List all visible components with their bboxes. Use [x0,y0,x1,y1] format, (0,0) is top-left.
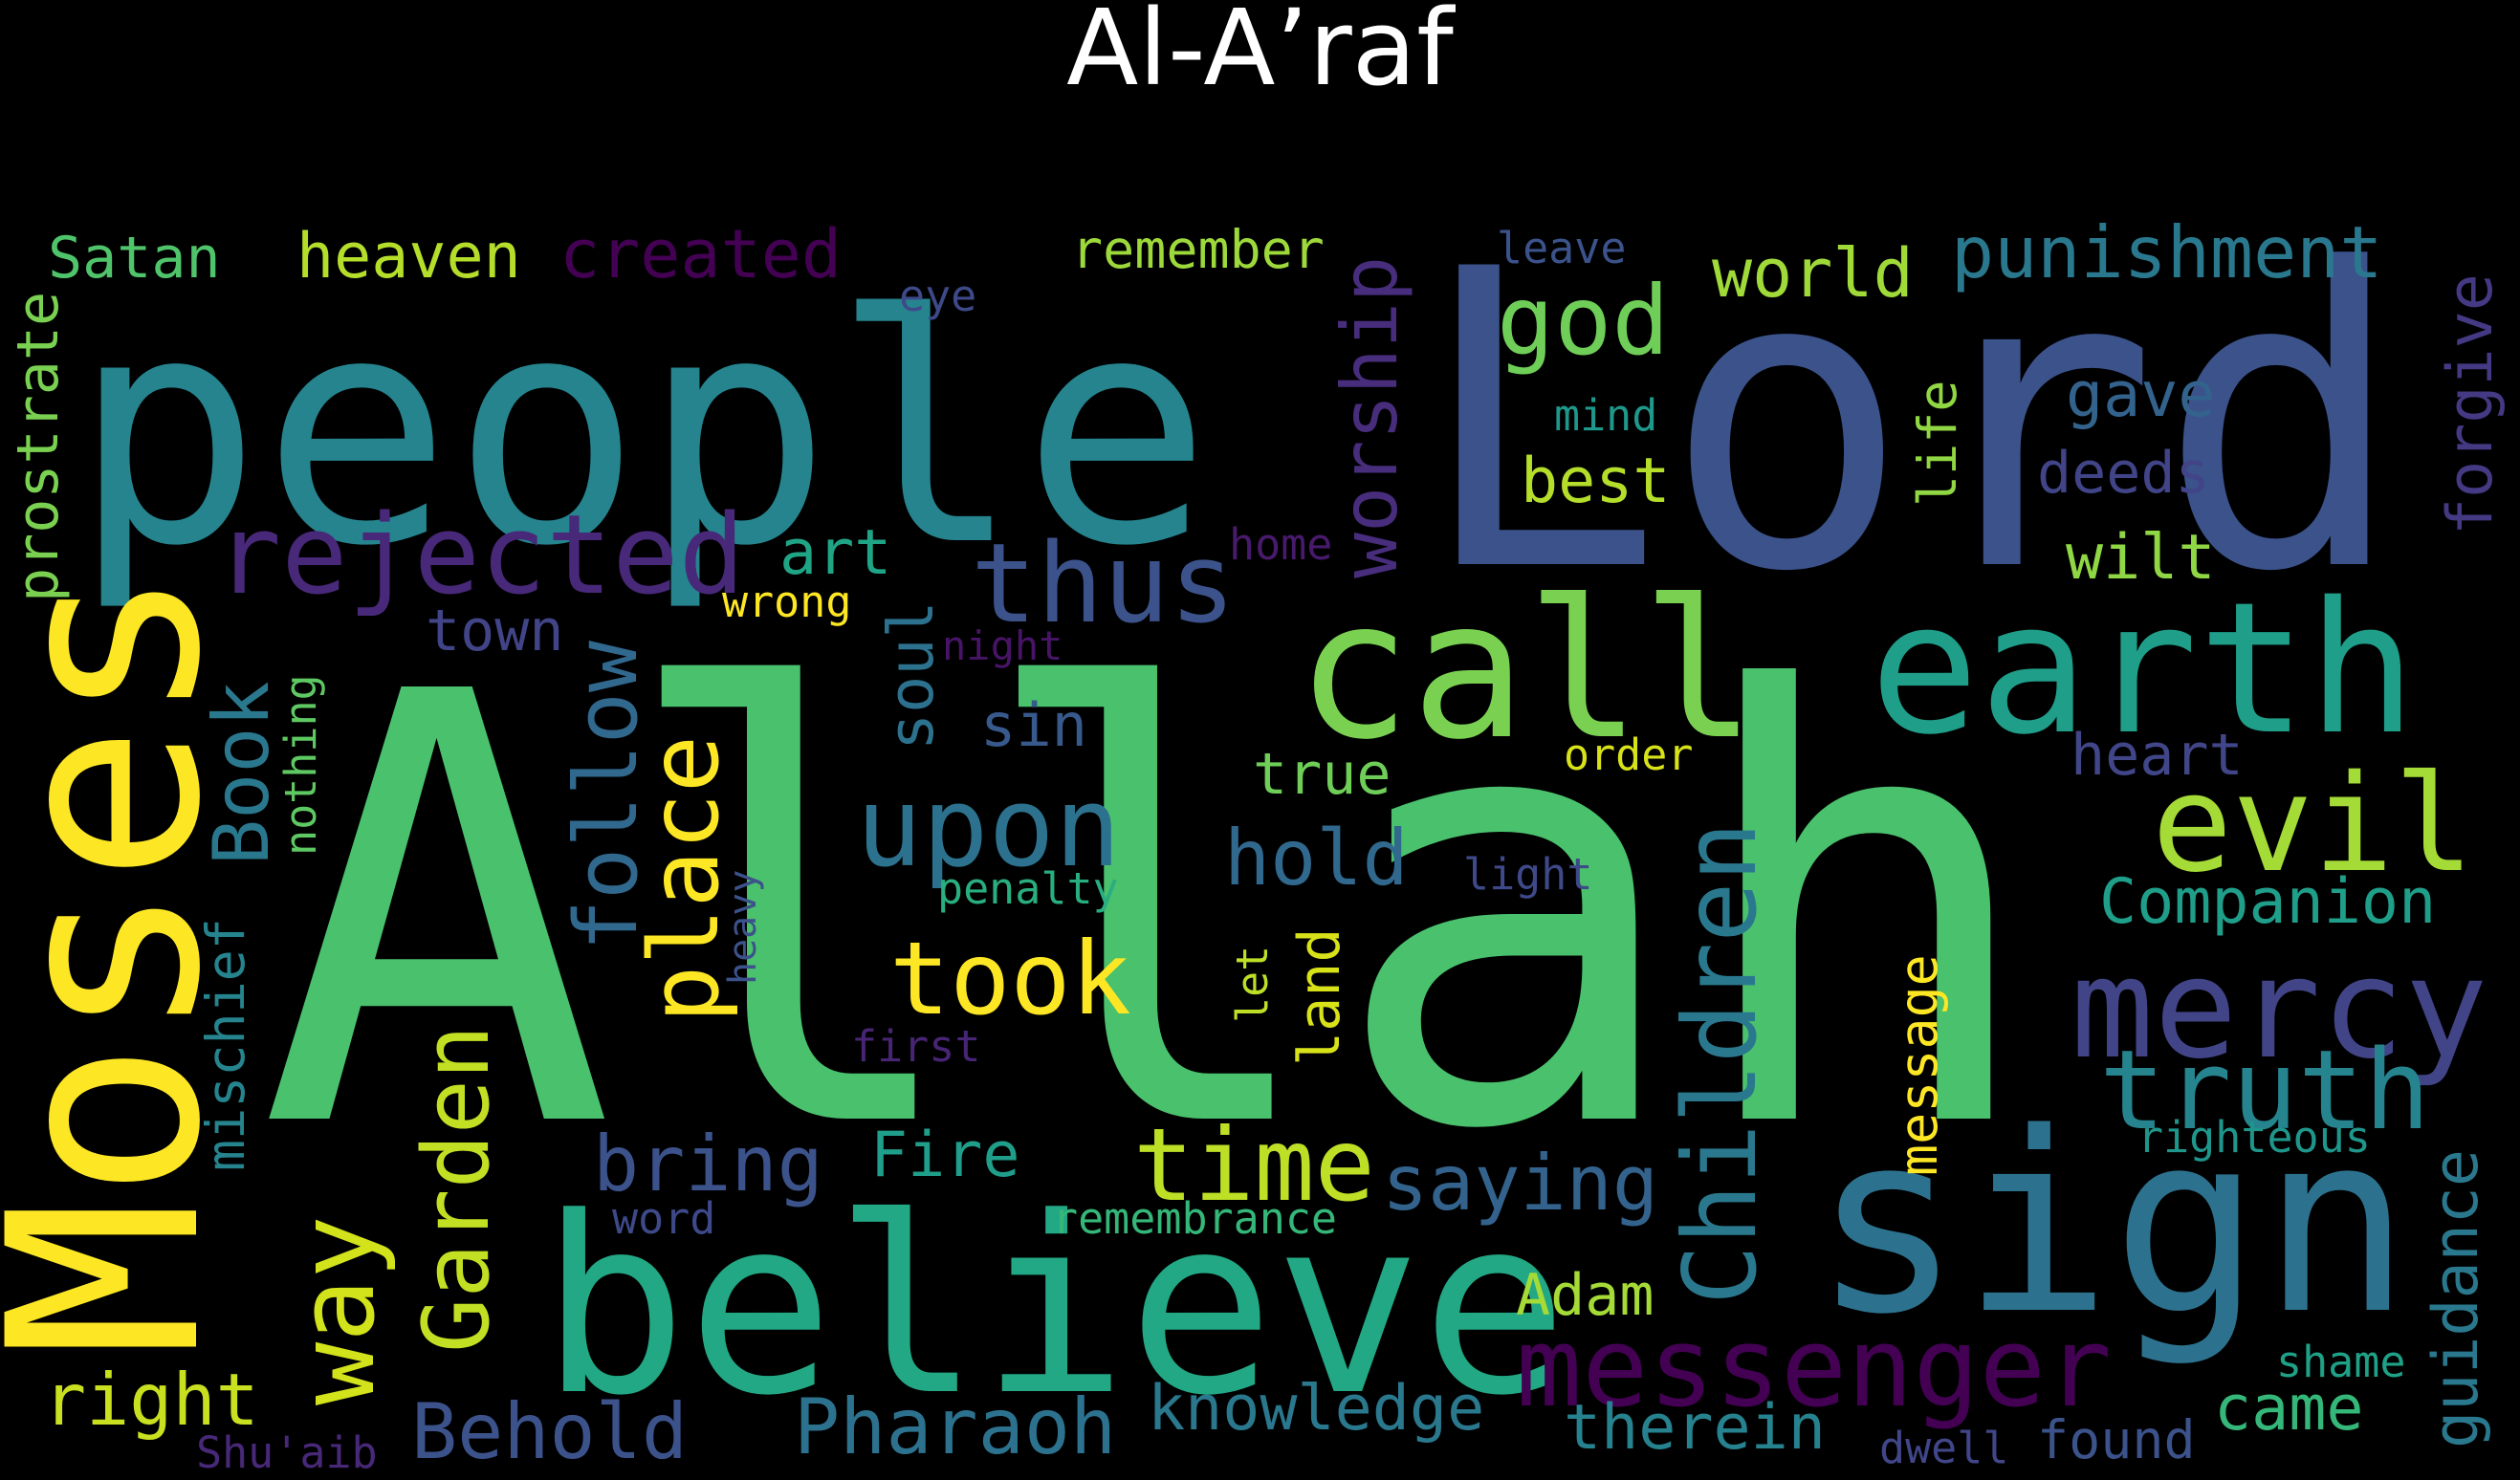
word-gave: gave [2066,359,2216,431]
word-penalty: penalty [937,863,1119,914]
word-guidance: guidance [2421,1149,2492,1448]
word-rejected: rejected [215,491,745,620]
word-created: created [559,215,842,294]
word-life: life [1907,381,1968,507]
word-came: came [2214,1373,2364,1445]
word-heaven: heaven [296,221,521,293]
word-way: way [275,1215,398,1405]
word-nothing: nothing [275,674,326,856]
word-remember: remember [1071,219,1325,280]
word-hold: hold [1224,814,1409,903]
chart-title: Al-A’raf [1066,0,1454,109]
word-god: god [1497,265,1670,377]
word-adam: Adam [1516,1262,1654,1329]
word-garden: Garden [405,1025,510,1353]
word-leave: leave [1497,223,1626,273]
word-mischief: mischief [195,918,256,1171]
word-behold: Behold [411,1387,688,1476]
word-prostrate: prostrate [5,292,72,602]
word-earth: earth [1870,563,2417,774]
word-word: word [612,1193,715,1244]
word-eye: eye [899,271,976,321]
word-moses: Moses [0,566,258,1358]
word-upon: upon [856,764,1121,892]
word-punishment: punishment [1951,210,2383,294]
word-knowledge: knowledge [1148,1373,1484,1445]
word-place: place [628,735,740,1023]
word-home: home [1229,519,1332,570]
word-heart: heart [2071,722,2244,789]
word-right: right [43,1358,259,1442]
word-took: took [889,921,1131,1037]
word-true: true [1253,741,1391,808]
word-children: Children [1662,821,1779,1305]
word-messenger: messenger [1516,1304,2112,1432]
word-pharaoh: Pharaoh [794,1382,1116,1471]
word-thus: thus [971,520,1236,648]
word-world: world [1712,234,1914,313]
word-message: message [1888,954,1949,1176]
word-companion: Companion [2099,866,2436,938]
word-sin: sin [980,690,1087,760]
word-wrong: wrong [722,577,851,627]
word-shame: shame [2276,1337,2405,1387]
word-bring: bring [593,1120,823,1208]
word-call: call [1296,559,1757,782]
word-art: art [779,517,891,589]
word-allah: Allah [258,570,2043,1259]
word-light: light [1463,849,1592,900]
word-people: people [72,248,1212,615]
word-lord: Lord [1415,184,2406,662]
word-best: best [1521,446,1671,517]
word-soul: soul [876,600,948,751]
word-fire: Fire [870,1120,1020,1191]
word-shu-aib: Shu'aib [196,1427,378,1478]
word-book: Book [197,681,286,865]
word-remembrance: remembrance [1052,1193,1337,1244]
word-found: found [2037,1409,2196,1470]
word-night: night [942,622,1063,669]
word-sign: sign [1812,1080,2411,1369]
word-town: town [426,598,564,664]
word-heavy: heavy [721,870,765,985]
word-saying: saying [1382,1139,1658,1228]
word-evil: evil [2152,747,2474,903]
word-order: order [1564,729,1693,780]
word-mind: mind [1554,390,1657,441]
word-righteous: righteous [2137,1112,2371,1163]
word-first: first [851,1021,980,1072]
word-truth: truth [2099,1027,2430,1155]
word-let: let [1227,946,1278,1023]
word-worship: worship [1326,256,1414,578]
word-deeds: deeds [2037,440,2210,507]
word-therein: therein [1564,1392,1826,1464]
word-forgive: forgive [2435,273,2507,535]
word-dwell: dwell [1879,1423,2008,1473]
word-satan: Satan [48,225,221,292]
word-land: land [1286,928,1353,1067]
word-follow: follow [557,640,657,951]
word-time: time [1133,1107,1375,1224]
word-mercy: mercy [2071,928,2488,1090]
word-believe: believe [540,1165,1568,1449]
word-wilt: wilt [2066,522,2216,594]
